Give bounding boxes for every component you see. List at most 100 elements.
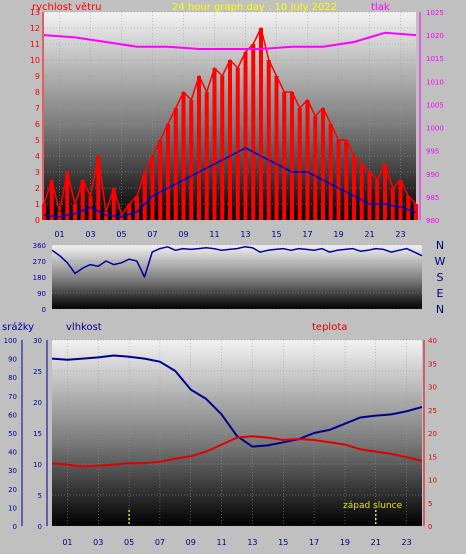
thermo-x-tick-label: 21 [371, 538, 381, 547]
pressure-line [43, 31, 417, 50]
temperature-axis-title: teplota [312, 322, 347, 333]
thermo-x-tick-label: 03 [93, 538, 103, 547]
wind-tick-label: 3 [35, 168, 40, 177]
humidity-tick-label: 30 [33, 337, 42, 345]
direction-panel-bg [52, 245, 422, 309]
humidity-tick-label: 5 [38, 492, 42, 500]
humidity-tick-label: 15 [33, 430, 42, 438]
temperature-tick-label: 30 [428, 384, 437, 392]
humidity-axis-title: vlhkost [66, 322, 102, 333]
wind-tick-label: 8 [35, 88, 40, 97]
direction-tick-label: 90 [37, 290, 46, 298]
data-marks [42, 27, 423, 526]
rain-tick-label: 90 [8, 356, 17, 364]
wind-tick-label: 7 [35, 104, 40, 113]
thermo-x-tick-label: 09 [186, 538, 196, 547]
humidity-tick-label: 0 [38, 523, 42, 531]
temperature-tick-label: 0 [428, 523, 432, 531]
wind-x-tick-label: 03 [85, 230, 95, 239]
pressure-tick-label: 1005 [426, 101, 444, 109]
pressure-tick-label: 1015 [426, 55, 444, 63]
wind-x-tick-label: 09 [178, 230, 188, 239]
rain-tick-label: 30 [8, 467, 17, 475]
thermo-x-tick-label: 01 [62, 538, 72, 547]
pressure-tick-label: 1000 [426, 125, 444, 133]
wind-tick-label: 0 [35, 216, 40, 225]
wind-tick-label: 5 [35, 136, 40, 145]
wind-average-line [43, 147, 417, 218]
wind-tick-label: 11 [30, 40, 40, 49]
wind-x-tick-label: 17 [302, 230, 312, 239]
thermo-x-tick-label: 13 [247, 538, 257, 547]
rain-tick-label: 40 [8, 449, 17, 457]
pressure-tick-label: 985 [426, 194, 439, 202]
rain-tick-label: 70 [8, 393, 17, 401]
compass-label: N [436, 239, 444, 252]
wind-x-tick-label: 05 [116, 230, 126, 239]
wind-x-tick-label: 15 [271, 230, 281, 239]
pressure-tick-label: 1025 [426, 9, 444, 17]
pressure-tick-label: 990 [426, 171, 439, 179]
thermo-x-tick-label: 23 [401, 538, 411, 547]
pressure-axis-title: tlak [371, 2, 390, 13]
compass-label: S [437, 271, 444, 284]
wind-tick-label: 2 [35, 184, 40, 193]
wind-tick-label: 1 [35, 200, 40, 209]
wind-tick-label: 6 [35, 120, 40, 129]
humidity-line [51, 354, 423, 448]
wind-x-tick-label: 07 [147, 230, 157, 239]
temperature-tick-label: 20 [428, 430, 437, 438]
rain-tick-label: 0 [13, 523, 17, 531]
wind-tick-label: 13 [30, 8, 40, 17]
tick-labels: 0123456789101112139809859909951000100510… [4, 8, 446, 547]
humidity-tick-label: 10 [33, 461, 42, 469]
wind-x-tick-label: 19 [333, 230, 343, 239]
temperature-tick-label: 40 [428, 337, 437, 345]
wind-x-tick-label: 11 [209, 230, 219, 239]
pressure-tick-label: 995 [426, 148, 439, 156]
thermo-x-tick-label: 07 [155, 538, 165, 547]
temperature-tick-label: 10 [428, 477, 437, 485]
temperature-line [51, 435, 423, 468]
thermo-x-tick-label: 19 [340, 538, 350, 547]
pressure-tick-label: 1010 [426, 78, 444, 86]
compass-label: E [437, 287, 444, 300]
rain-tick-label: 20 [8, 486, 17, 494]
wind-x-tick-label: 23 [395, 230, 405, 239]
thermo-x-tick-label: 05 [124, 538, 134, 547]
wind-tick-label: 4 [35, 152, 40, 161]
wind-x-tick-label: 13 [240, 230, 250, 239]
pressure-tick-label: 1020 [426, 32, 444, 40]
chart-title: 24 hour graph day : 10 July 2022 [172, 2, 337, 13]
rain-tick-label: 100 [4, 337, 17, 345]
compass-label: W [435, 255, 446, 268]
wind-tick-label: 10 [30, 56, 40, 65]
direction-tick-label: 0 [42, 306, 46, 314]
temperature-tick-label: 15 [428, 453, 437, 461]
wind-tick-label: 12 [30, 24, 40, 33]
thermo-x-tick-label: 17 [309, 538, 319, 547]
temperature-tick-label: 25 [428, 407, 437, 415]
wind-direction-line [51, 246, 423, 278]
direction-tick-label: 360 [33, 242, 46, 250]
rain-tick-label: 50 [8, 430, 17, 438]
wind-x-tick-label: 01 [54, 230, 64, 239]
wind-axis-title: rychlost větru [32, 1, 102, 13]
rain-axis-title: srážky [2, 321, 34, 333]
thermo-x-tick-label: 15 [278, 538, 288, 547]
thermo-panel-bg [52, 340, 422, 526]
thermo-x-tick-label: 11 [216, 538, 226, 547]
compass-label: N [436, 303, 444, 316]
wind-x-tick-label: 21 [364, 230, 374, 239]
temperature-tick-label: 5 [428, 500, 432, 508]
wind-speed-line [43, 27, 417, 216]
rain-tick-label: 10 [8, 504, 17, 512]
wind-tick-label: 9 [35, 72, 40, 81]
humidity-tick-label: 20 [33, 399, 42, 407]
pressure-tick-label: 980 [426, 217, 439, 225]
direction-tick-label: 270 [33, 258, 46, 266]
direction-tick-label: 180 [33, 274, 46, 282]
sunset-label: západ slunce [343, 501, 403, 511]
